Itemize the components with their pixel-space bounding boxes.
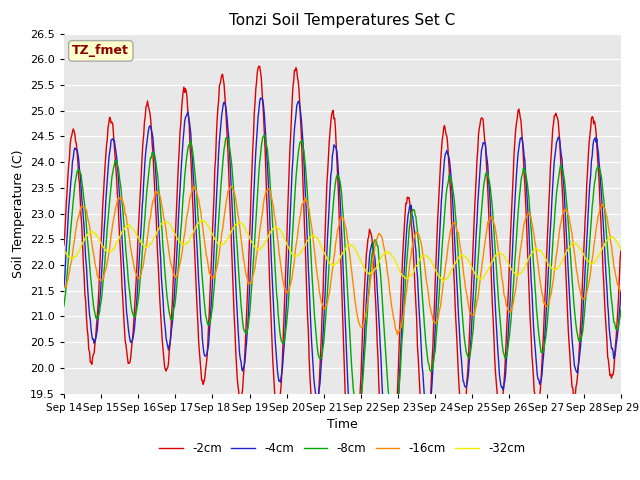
-16cm: [568, 228, 575, 234]
-16cm: [182, 217, 190, 223]
-16cm: [389, 309, 397, 315]
Line: -8cm: -8cm: [64, 135, 621, 428]
-8cm: [390, 425, 398, 431]
-4cm: [60, 284, 68, 290]
Line: -32cm: -32cm: [64, 220, 621, 281]
-16cm: [335, 224, 342, 229]
-8cm: [445, 179, 452, 184]
-8cm: [182, 158, 190, 164]
-16cm: [227, 183, 235, 189]
-2cm: [335, 192, 342, 198]
-32cm: [335, 258, 342, 264]
-32cm: [445, 274, 452, 280]
-8cm: [60, 303, 68, 309]
-8cm: [617, 307, 625, 313]
-8cm: [389, 423, 397, 429]
-4cm: [206, 317, 214, 323]
-16cm: [206, 271, 214, 277]
-16cm: [445, 241, 452, 247]
-2cm: [255, 63, 263, 69]
-2cm: [206, 286, 214, 292]
-4cm: [617, 288, 625, 294]
-4cm: [568, 324, 575, 330]
Legend: -2cm, -4cm, -8cm, -16cm, -32cm: -2cm, -4cm, -8cm, -16cm, -32cm: [154, 437, 531, 460]
-8cm: [260, 132, 268, 138]
-32cm: [617, 246, 625, 252]
Y-axis label: Soil Temperature (C): Soil Temperature (C): [12, 149, 24, 278]
-2cm: [617, 248, 625, 254]
-8cm: [568, 265, 575, 271]
-4cm: [335, 172, 342, 178]
Line: -2cm: -2cm: [64, 66, 621, 480]
-32cm: [60, 249, 68, 254]
Text: TZ_fmet: TZ_fmet: [72, 44, 129, 58]
-32cm: [182, 241, 190, 247]
-32cm: [207, 228, 215, 234]
-4cm: [182, 113, 190, 119]
-8cm: [335, 174, 342, 180]
-2cm: [60, 242, 68, 248]
-32cm: [389, 253, 397, 259]
Title: Tonzi Soil Temperatures Set C: Tonzi Soil Temperatures Set C: [229, 13, 456, 28]
-4cm: [445, 152, 452, 158]
-16cm: [617, 288, 625, 293]
Line: -4cm: -4cm: [64, 98, 621, 480]
Line: -16cm: -16cm: [64, 186, 621, 335]
-32cm: [568, 241, 575, 247]
-2cm: [568, 374, 575, 380]
-2cm: [182, 88, 190, 94]
-4cm: [257, 96, 264, 101]
-16cm: [60, 285, 68, 290]
-8cm: [206, 319, 214, 325]
X-axis label: Time: Time: [327, 418, 358, 431]
-2cm: [445, 153, 452, 159]
-32cm: [198, 217, 205, 223]
-32cm: [439, 278, 447, 284]
-16cm: [394, 332, 401, 337]
